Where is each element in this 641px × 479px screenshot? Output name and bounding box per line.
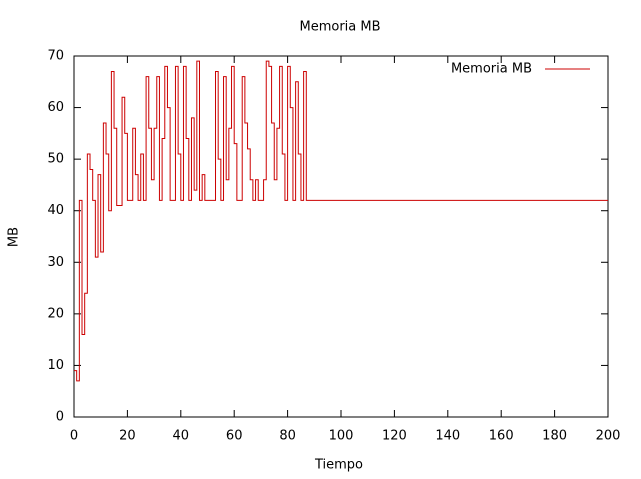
plot-border (73, 55, 609, 418)
x-tick-label: 200 (596, 429, 621, 444)
x-tick-label: 140 (435, 429, 460, 444)
x-tick-label: 80 (279, 429, 296, 444)
x-tick-label: 100 (329, 429, 354, 444)
y-tick-label: 70 (47, 49, 64, 64)
data-line (74, 60, 608, 382)
y-tick-label: 30 (47, 255, 64, 270)
y-tick-label: 60 (47, 100, 64, 115)
legend-label: Memoria MB (451, 62, 532, 77)
x-tick-label: 40 (173, 429, 190, 444)
x-axis-label: Tiempo (314, 458, 363, 473)
y-axis-label: MB (7, 227, 22, 247)
x-tick-label: 160 (489, 429, 514, 444)
x-tick-label: 0 (70, 429, 78, 444)
y-tick-label: 10 (47, 358, 64, 373)
chart-title: Memoria MB (299, 20, 380, 35)
x-tick-label: 120 (382, 429, 407, 444)
x-tick-label: 180 (542, 429, 567, 444)
x-tick-label: 20 (119, 429, 136, 444)
y-tick-label: 50 (47, 152, 64, 167)
y-tick-label: 20 (47, 306, 64, 321)
x-tick-label: 60 (226, 429, 243, 444)
y-tick-label: 0 (56, 410, 64, 425)
y-tick-label: 40 (47, 203, 64, 218)
